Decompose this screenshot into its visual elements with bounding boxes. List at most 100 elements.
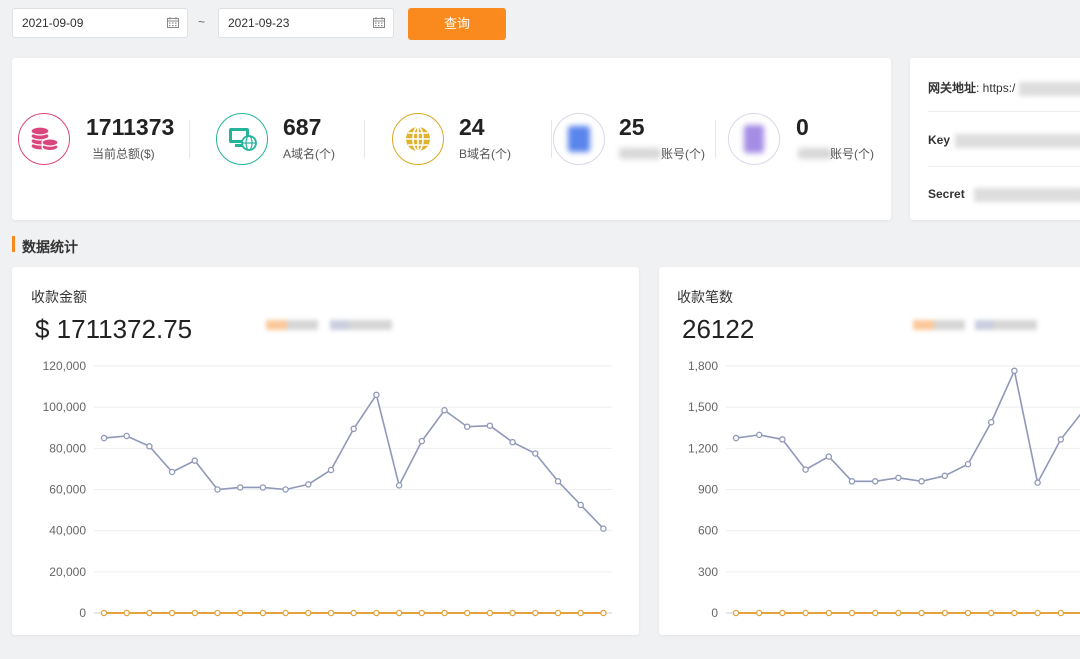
data-point[interactable]: [282, 486, 289, 493]
data-point[interactable]: [848, 609, 856, 617]
data-point[interactable]: [214, 486, 221, 493]
data-point[interactable]: [418, 609, 426, 617]
data-point[interactable]: [463, 423, 471, 430]
y-tick-label: 900: [698, 483, 718, 497]
data-point[interactable]: [486, 609, 494, 617]
data-point[interactable]: [395, 609, 403, 617]
data-point[interactable]: [305, 481, 312, 488]
data-point[interactable]: [236, 609, 244, 617]
data-point[interactable]: [236, 484, 244, 491]
data-point[interactable]: [146, 609, 153, 617]
data-point[interactable]: [1011, 609, 1018, 617]
stat-accounts-2: 0 账号(个): [728, 110, 888, 168]
data-point[interactable]: [848, 478, 856, 485]
stat-label: 账号(个): [661, 147, 705, 161]
data-point[interactable]: [918, 609, 925, 617]
data-point[interactable]: [825, 609, 833, 617]
data-point[interactable]: [305, 609, 312, 617]
data-point[interactable]: [755, 431, 763, 439]
data-point[interactable]: [350, 425, 357, 433]
data-point[interactable]: [350, 609, 357, 617]
chart-total: 26122: [682, 314, 755, 344]
query-button[interactable]: 查询: [408, 8, 506, 40]
data-point[interactable]: [191, 609, 199, 617]
data-point[interactable]: [418, 437, 426, 445]
data-point[interactable]: [463, 609, 471, 617]
data-point[interactable]: [577, 609, 584, 617]
data-point[interactable]: [327, 466, 335, 474]
calendar-icon[interactable]: [167, 17, 179, 28]
data-point[interactable]: [259, 609, 267, 617]
y-tick-label: 120,000: [43, 359, 87, 373]
data-point[interactable]: [987, 609, 995, 617]
divider: [928, 111, 1080, 112]
legend-item[interactable]: [330, 320, 392, 330]
data-point[interactable]: [918, 478, 925, 485]
summary-stats-card: 1711373 当前总额($) 687 A域名(个): [12, 58, 891, 220]
data-point[interactable]: [395, 482, 403, 489]
data-point[interactable]: [441, 609, 448, 617]
calendar-icon[interactable]: [373, 17, 385, 28]
data-point[interactable]: [327, 609, 335, 617]
data-point[interactable]: [964, 460, 972, 468]
data-point[interactable]: [168, 609, 176, 617]
data-point[interactable]: [732, 609, 740, 617]
data-point[interactable]: [373, 391, 380, 399]
data-point[interactable]: [802, 609, 809, 617]
data-point[interactable]: [373, 609, 380, 617]
data-point[interactable]: [282, 609, 289, 617]
redacted-text: [974, 187, 1080, 202]
blurred-icon: [553, 113, 605, 165]
data-point[interactable]: [146, 443, 153, 450]
legend-item[interactable]: [975, 320, 1037, 330]
data-point[interactable]: [1057, 609, 1065, 617]
data-point[interactable]: [532, 450, 539, 457]
end-date-input[interactable]: 2021-09-23: [218, 8, 394, 38]
data-point[interactable]: [1011, 367, 1018, 375]
data-point[interactable]: [441, 407, 448, 414]
data-point[interactable]: [732, 434, 740, 442]
data-point[interactable]: [825, 453, 833, 460]
data-point[interactable]: [1034, 609, 1041, 617]
data-point[interactable]: [486, 422, 494, 429]
data-point[interactable]: [1057, 436, 1065, 443]
data-point[interactable]: [191, 457, 199, 464]
data-point[interactable]: [214, 609, 221, 617]
data-point[interactable]: [1034, 479, 1041, 486]
data-point[interactable]: [509, 438, 516, 446]
data-point[interactable]: [871, 609, 879, 617]
data-point[interactable]: [755, 609, 763, 617]
data-point[interactable]: [987, 419, 995, 426]
start-date-input[interactable]: 2021-09-09: [12, 8, 188, 38]
data-point[interactable]: [802, 466, 809, 473]
data-point[interactable]: [577, 501, 584, 509]
y-tick-label: 1,200: [688, 441, 718, 455]
data-point[interactable]: [964, 609, 972, 617]
end-date-value: 2021-09-23: [228, 16, 290, 30]
data-point[interactable]: [941, 609, 949, 617]
data-point[interactable]: [779, 436, 786, 443]
legend-item[interactable]: [266, 320, 318, 330]
data-point[interactable]: [100, 434, 108, 442]
stat-a-domains: 687 A域名(个): [216, 110, 356, 168]
data-point[interactable]: [895, 474, 902, 482]
data-point[interactable]: [123, 609, 130, 617]
data-point[interactable]: [895, 609, 902, 617]
data-point[interactable]: [259, 484, 267, 491]
data-point[interactable]: [123, 432, 130, 440]
key-label: Key: [928, 133, 951, 147]
data-point[interactable]: [941, 472, 949, 480]
data-point[interactable]: [600, 525, 607, 532]
data-point[interactable]: [168, 468, 176, 476]
data-point[interactable]: [600, 609, 607, 617]
gateway-address-row: 网关地址: https:/: [928, 79, 1080, 96]
legend-item[interactable]: [913, 320, 965, 330]
data-point[interactable]: [100, 609, 108, 617]
data-point[interactable]: [871, 478, 879, 485]
data-point[interactable]: [554, 609, 562, 617]
y-tick-label: 20,000: [49, 565, 86, 579]
data-point[interactable]: [509, 609, 516, 617]
data-point[interactable]: [554, 478, 562, 485]
data-point[interactable]: [779, 609, 786, 617]
data-point[interactable]: [532, 609, 539, 617]
